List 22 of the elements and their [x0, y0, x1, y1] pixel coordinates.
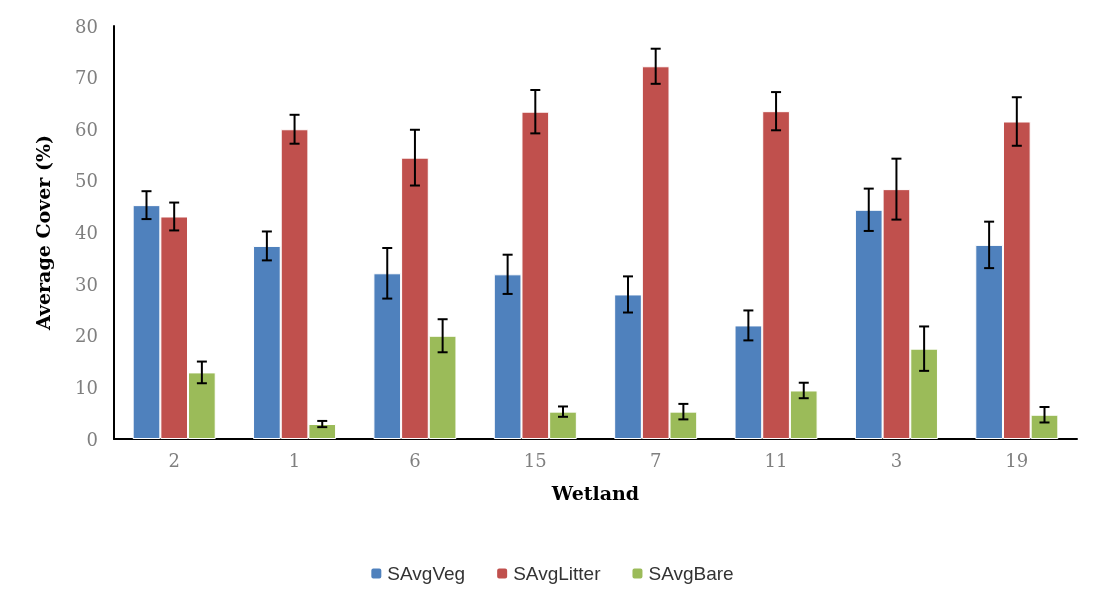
x-tick-label: 15 — [523, 449, 547, 471]
y-tick-label: 70 — [75, 67, 98, 89]
y-tick-label: 50 — [75, 170, 98, 192]
x-tick-label: 7 — [649, 449, 662, 471]
legend-label: SAvgLitter — [513, 563, 602, 584]
y-tick-label: 0 — [86, 428, 98, 450]
y-tick-label: 10 — [75, 376, 98, 398]
x-tick-label: 1 — [288, 449, 301, 471]
x-axis-title: Wetland — [550, 481, 640, 504]
y-tick-label: 40 — [75, 222, 98, 243]
x-tick-label: 2 — [168, 449, 180, 471]
y-axis-title: Average Cover (%) — [31, 135, 54, 331]
x-tick-label: 6 — [409, 449, 421, 471]
legend-label: SAvgBare — [648, 563, 734, 584]
y-tick-label: 30 — [75, 273, 98, 295]
x-tick-label: 3 — [890, 449, 903, 471]
legend-label: SAvgVeg — [387, 563, 466, 584]
y-tick-label: 20 — [75, 325, 98, 347]
x-tick-label: 19 — [1005, 449, 1029, 471]
x-tick-label: 11 — [764, 449, 788, 471]
y-tick-label: 60 — [75, 118, 98, 140]
y-tick-label: 80 — [75, 15, 98, 37]
